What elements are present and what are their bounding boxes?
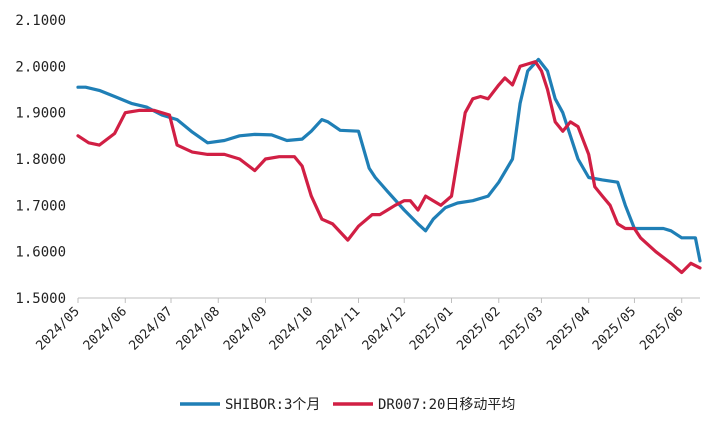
x-axis: 2024/052024/062024/072024/082024/092024/… [33,297,700,354]
y-axis: 1.5000 1.6000 1.7000 1.8000 1.9000 2.0000 2.10… [15,13,66,307]
series-line-1 [76,57,702,263]
y-tick-label: 1.7000 [15,198,66,214]
x-tick-label: 2025/03 [497,304,546,353]
y-tick-label: 2.1000 [15,13,66,29]
series-layer [76,57,702,275]
x-tick-label: 2025/02 [454,304,503,353]
x-tick-label: 2025/05 [590,304,639,353]
x-tick-label: 2024/06 [81,304,130,353]
x-tick-label: 2024/08 [174,304,223,353]
x-tick-label: 2024/05 [33,304,82,353]
y-tick-label: 1.9000 [15,106,66,122]
y-tick-label: 1.6000 [15,245,66,261]
y-tick-label: 1.8000 [15,152,66,168]
legend-label-1: SHIBOR:3个月 [225,397,320,413]
x-tick-label: 2025/04 [544,304,593,353]
x-tick-label: 2024/11 [314,304,363,353]
y-tick-label: 1.5000 [15,291,66,307]
series-line-2 [76,60,702,275]
x-tick-label: 2024/07 [126,304,175,353]
x-tick-label: 2025/06 [637,304,686,353]
x-tick-label: 2024/10 [267,304,316,353]
legend: SHIBOR:3个月 DR007:20日移动平均 [180,397,515,413]
x-tick-label: 2024/09 [221,304,270,353]
x-tick-label: 2024/12 [360,304,409,353]
y-tick-label: 2.0000 [15,59,66,75]
legend-label-2: DR007:20日移动平均 [378,397,515,413]
x-tick-label: 2025/01 [407,304,456,353]
